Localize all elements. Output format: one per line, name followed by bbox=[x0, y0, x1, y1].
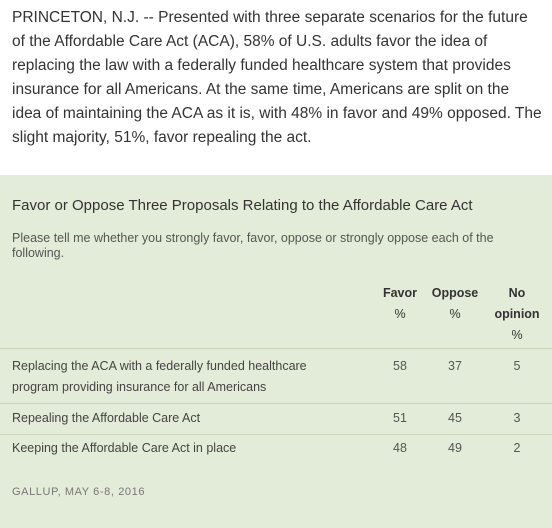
column-header-favor-label: Favor bbox=[382, 286, 418, 300]
column-header-favor: Favor % bbox=[378, 283, 422, 325]
row-divider bbox=[0, 403, 552, 404]
source-note: GALLUP, MAY 6-8, 2016 bbox=[12, 486, 146, 498]
table-cell-no-opinion: 3 bbox=[513, 411, 521, 425]
table-cell-favor: 58 bbox=[393, 359, 407, 373]
results-table-panel: Favor or Oppose Three Proposals Relating… bbox=[0, 175, 552, 528]
table-cell-favor: 48 bbox=[393, 441, 407, 455]
column-header-no-opinion-unit: % bbox=[511, 328, 523, 342]
row-divider bbox=[0, 434, 552, 435]
table-row-label: Replacing the ACA with a federally funde… bbox=[12, 359, 307, 394]
table-cell-no-opinion: 2 bbox=[513, 441, 521, 455]
table-cell-oppose: 37 bbox=[448, 359, 462, 373]
column-header-no-opinion-line2: opinion bbox=[494, 307, 540, 321]
table-cell-no-opinion: 5 bbox=[513, 359, 521, 373]
table-cell-oppose: 49 bbox=[448, 441, 462, 455]
survey-question: Please tell me whether you strongly favo… bbox=[12, 231, 494, 260]
table-row-label: Repealing the Affordable Care Act bbox=[12, 411, 201, 425]
intro-paragraph: PRINCETON, N.J. -- Presented with three … bbox=[12, 9, 542, 146]
header-divider bbox=[0, 348, 552, 349]
column-header-no-opinion-line1: No bbox=[508, 286, 526, 300]
column-header-oppose: Oppose % bbox=[426, 283, 484, 325]
table-row-label: Keeping the Affordable Care Act in place bbox=[12, 441, 237, 455]
column-header-oppose-label: Oppose bbox=[431, 286, 479, 300]
table-title: Favor or Oppose Three Proposals Relating… bbox=[12, 197, 473, 214]
column-header-no-opinion: No opinion % bbox=[490, 283, 544, 346]
column-header-favor-unit: % bbox=[394, 307, 406, 321]
table-cell-oppose: 45 bbox=[448, 411, 462, 425]
column-header-oppose-unit: % bbox=[449, 307, 461, 321]
table-cell-favor: 51 bbox=[393, 411, 407, 425]
